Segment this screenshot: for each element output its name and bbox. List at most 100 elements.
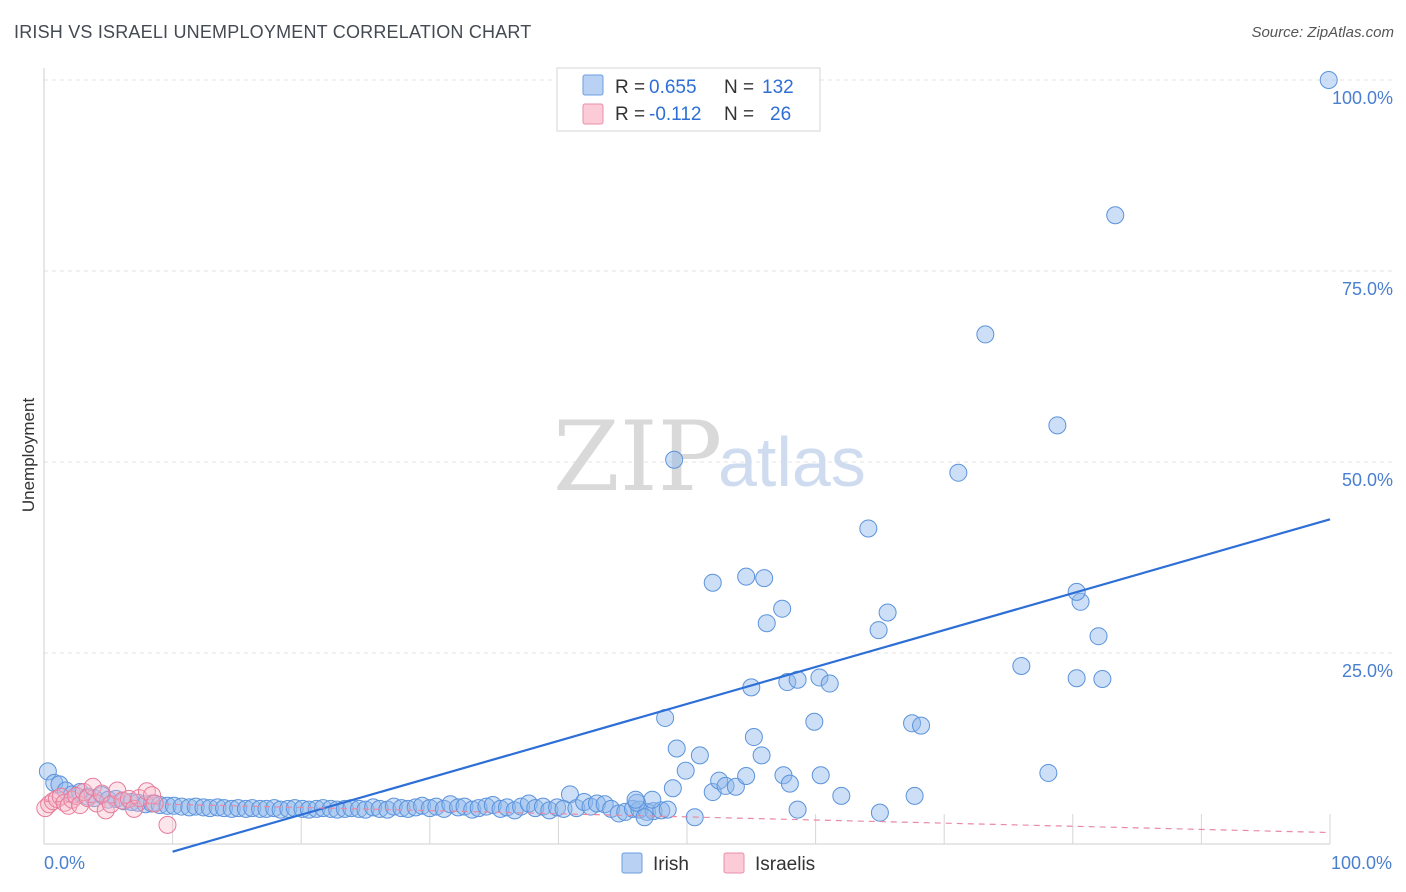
- irish-point: [810, 668, 829, 687]
- irish-point: [477, 797, 496, 816]
- israelis-point: [125, 799, 144, 818]
- israelis-point: [87, 794, 106, 813]
- irish-point: [186, 797, 205, 816]
- irish-point: [164, 796, 183, 815]
- irish-point: [665, 450, 684, 469]
- legend-n-value: 132: [762, 77, 794, 98]
- irish-point: [870, 803, 889, 822]
- watermark-atlas: atlas: [718, 423, 866, 501]
- irish-point: [229, 799, 248, 818]
- irish-point: [820, 674, 839, 693]
- irish-point: [526, 799, 545, 818]
- bottom-legend-swatch-irish[interactable]: [621, 852, 643, 874]
- source-note: Source: ZipAtlas.com: [1251, 24, 1394, 41]
- israelis-point: [158, 815, 177, 834]
- irish-point: [434, 799, 453, 818]
- irish-point: [172, 797, 191, 816]
- irish-point: [364, 798, 383, 817]
- irish-point: [788, 800, 807, 819]
- irish-point: [271, 800, 290, 819]
- irish-point: [1048, 416, 1067, 435]
- stats-legend: R = 0.655 N = 132 R = -0.112 N = 26: [556, 67, 821, 132]
- irish-point: [780, 774, 799, 793]
- trend-lines: [43, 518, 1331, 853]
- irish-point: [243, 799, 262, 818]
- irish-point: [859, 519, 878, 538]
- irish-point: [1106, 206, 1125, 225]
- y-tick-label: 25.0%: [1342, 661, 1393, 681]
- irish-point: [194, 798, 213, 817]
- irish-point: [420, 799, 439, 818]
- irish-point: [200, 799, 219, 818]
- irish-point: [265, 799, 284, 818]
- irish-point: [595, 795, 614, 814]
- legend-r-label: R =: [615, 104, 650, 125]
- irish-point: [406, 798, 425, 817]
- irish-point: [716, 776, 735, 795]
- legend-r-label: R =: [615, 77, 650, 98]
- irish-point: [737, 767, 756, 786]
- irish-point: [663, 779, 682, 798]
- x-axis-ticks: [172, 814, 1331, 844]
- irish-point: [905, 786, 924, 805]
- irish-point: [208, 798, 227, 817]
- bottom-legend-label-irish[interactable]: Irish: [653, 854, 689, 875]
- irish-point: [180, 798, 199, 817]
- irish-point: [643, 790, 662, 809]
- irish-point: [652, 801, 671, 820]
- irish-point: [1071, 592, 1090, 611]
- irish-point: [1039, 763, 1058, 782]
- irish-point: [752, 746, 771, 765]
- irish-point: [215, 799, 234, 818]
- irish-point: [832, 786, 851, 805]
- gridlines: [44, 79, 1392, 654]
- irish-point: [976, 325, 995, 344]
- irish-point: [384, 797, 403, 816]
- irish-point: [912, 716, 931, 735]
- irish-point: [575, 792, 594, 811]
- israelis-point: [96, 801, 115, 820]
- irish-point: [1319, 71, 1338, 89]
- irish-point: [548, 798, 567, 817]
- irish-point: [257, 799, 276, 818]
- irish-point: [236, 799, 255, 818]
- legend-n-label: N =: [724, 77, 759, 98]
- irish-point: [690, 746, 709, 765]
- legend-swatch-israelis: [582, 103, 604, 125]
- irish-point: [878, 603, 897, 622]
- series-legend: Irish Israelis: [621, 852, 815, 875]
- irish-point: [251, 799, 270, 818]
- irish-point: [392, 799, 411, 818]
- legend-n-value: 26: [770, 104, 791, 125]
- y-tick-label: 100.0%: [1332, 88, 1393, 108]
- irish-point: [469, 799, 488, 818]
- irish-point: [676, 761, 695, 780]
- legend-r-value: -0.112: [649, 104, 701, 125]
- x-tick-label-left: 0.0%: [44, 853, 85, 873]
- legend-r-value: 0.655: [649, 77, 697, 98]
- israelis-trend-line: [43, 800, 1331, 834]
- irish-point: [811, 766, 830, 785]
- legend-swatch-irish: [582, 74, 604, 96]
- irish-point: [773, 599, 792, 618]
- irish-point: [38, 762, 57, 781]
- irish-point: [491, 799, 510, 818]
- watermark-zip: ZIP: [553, 401, 722, 513]
- irish-point: [1089, 627, 1108, 646]
- bottom-legend-swatch-israelis[interactable]: [723, 852, 745, 874]
- irish-point: [635, 808, 654, 827]
- bottom-legend-label-israelis[interactable]: Israelis: [755, 854, 815, 875]
- legend-n-label: N =: [724, 104, 759, 125]
- y-tick-label: 50.0%: [1342, 470, 1393, 490]
- irish-point: [627, 793, 646, 812]
- irish-point: [222, 799, 241, 818]
- irish-point: [744, 728, 763, 747]
- irish-point: [1093, 669, 1112, 688]
- irish-point: [805, 712, 824, 731]
- irish-point: [398, 799, 417, 818]
- irish-point: [703, 573, 722, 592]
- chart-title: IRISH VS ISRAELI UNEMPLOYMENT CORRELATIO…: [14, 22, 532, 42]
- irish-point: [755, 569, 774, 588]
- irish-point: [519, 794, 538, 813]
